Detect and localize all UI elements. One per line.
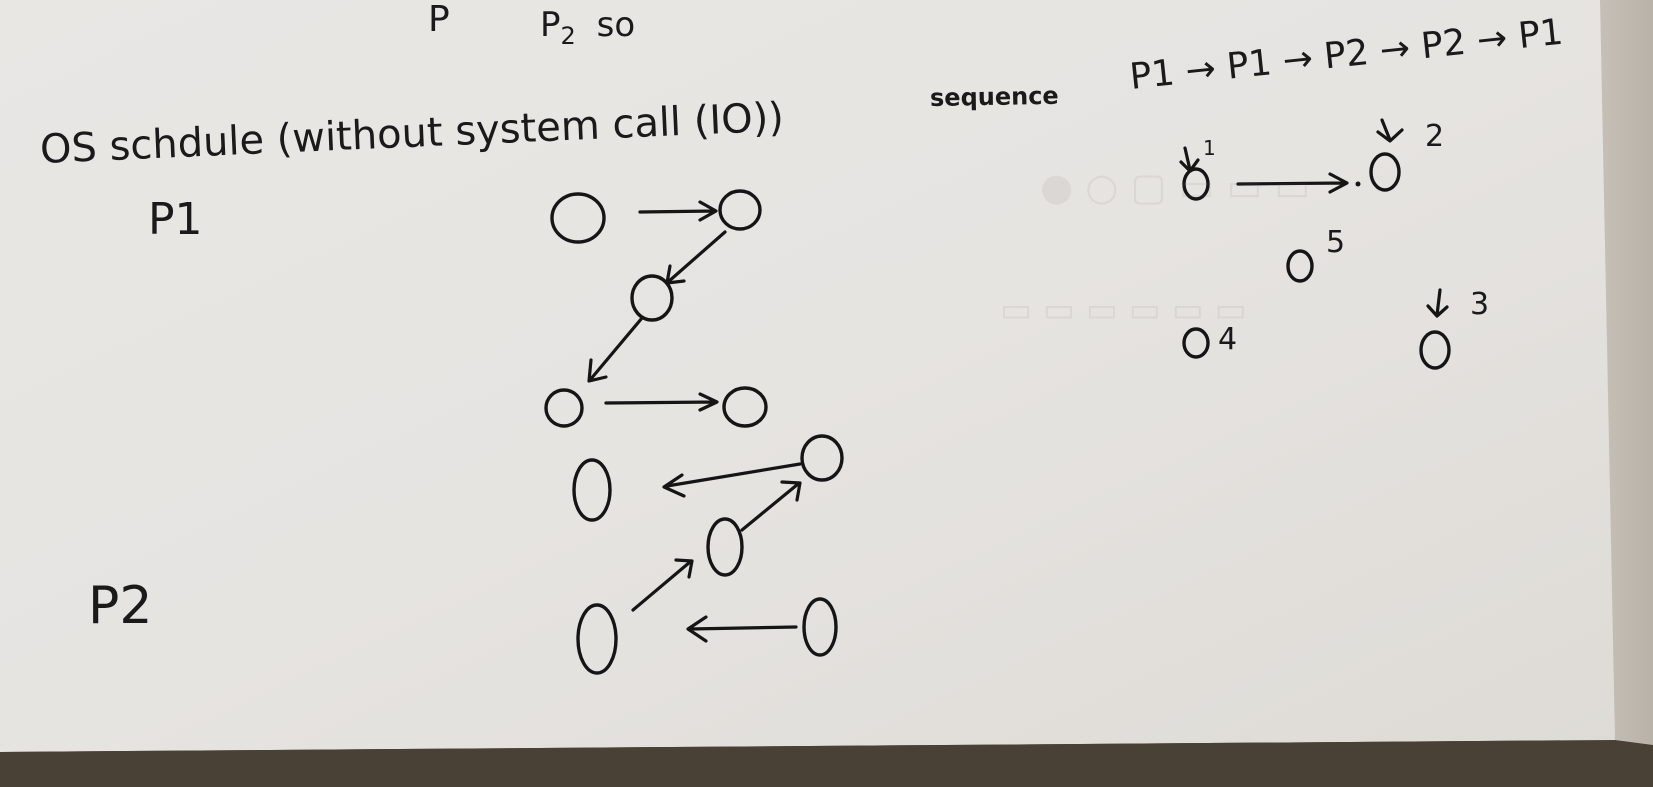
sequence-diagram bbox=[1179, 118, 1451, 370]
desk-edge bbox=[0, 740, 1653, 787]
seq-dot bbox=[1355, 181, 1361, 187]
p2-node-e bbox=[802, 597, 838, 657]
p2-node-a bbox=[800, 434, 844, 482]
paper-surface bbox=[0, 0, 1615, 752]
p1-arrow-c-d bbox=[587, 316, 644, 383]
seq-node-2 bbox=[1369, 152, 1401, 192]
process-label-p2: P2 bbox=[88, 576, 153, 636]
seq-arrow-in-2 bbox=[1376, 118, 1404, 143]
seq-node-3 bbox=[1419, 330, 1451, 370]
p1-arrow-a-b bbox=[638, 200, 718, 222]
seq-number-2: 2 bbox=[1425, 119, 1445, 154]
sequence-label: sequence bbox=[929, 81, 1059, 112]
seq-number-4: 4 bbox=[1218, 322, 1238, 357]
p1-arrow-d-e bbox=[604, 392, 719, 412]
p1-chain bbox=[544, 189, 768, 428]
p1-node-b bbox=[718, 189, 762, 231]
p2-node-d bbox=[576, 603, 618, 675]
top-fragment-left: P bbox=[428, 0, 450, 40]
seq-number-5: 5 bbox=[1326, 225, 1346, 260]
top-fragment-letter: P bbox=[540, 5, 561, 45]
p2-arrow-a-b bbox=[662, 462, 802, 498]
seq-node-5 bbox=[1286, 249, 1314, 283]
p2-arrow-e-f bbox=[686, 615, 798, 643]
top-fragment-right: P2 so bbox=[540, 8, 635, 48]
seq-node-4 bbox=[1182, 327, 1210, 359]
p1-node-d bbox=[544, 388, 584, 428]
bleed-through-text: ▭ ▭ ▭ ▭ ▭ ▭ bbox=[1000, 290, 1247, 330]
p1-node-c bbox=[630, 274, 674, 322]
seq-arrow-in-3 bbox=[1426, 288, 1449, 318]
p1-node-a bbox=[550, 192, 606, 244]
process-label-p1: P1 bbox=[148, 194, 203, 245]
top-fragment-subscript: 2 bbox=[560, 21, 576, 50]
p2-chain bbox=[572, 434, 844, 675]
seq-arrow-1-2 bbox=[1236, 172, 1349, 194]
top-fragment-suffix: so bbox=[596, 5, 636, 45]
bleed-through-text: ● ○ ▢ ▭ ▭ ▭ bbox=[1040, 165, 1311, 209]
seq-number-3: 3 bbox=[1470, 287, 1490, 322]
p2-arrow-c-a bbox=[740, 480, 802, 532]
p1-node-e bbox=[722, 386, 768, 428]
p2-node-b bbox=[572, 458, 612, 522]
seq-node-1 bbox=[1182, 167, 1210, 201]
p2-node-c bbox=[706, 517, 744, 577]
seq-number-1: 1 bbox=[1203, 136, 1216, 160]
p2-arrow-d-c bbox=[631, 558, 694, 612]
